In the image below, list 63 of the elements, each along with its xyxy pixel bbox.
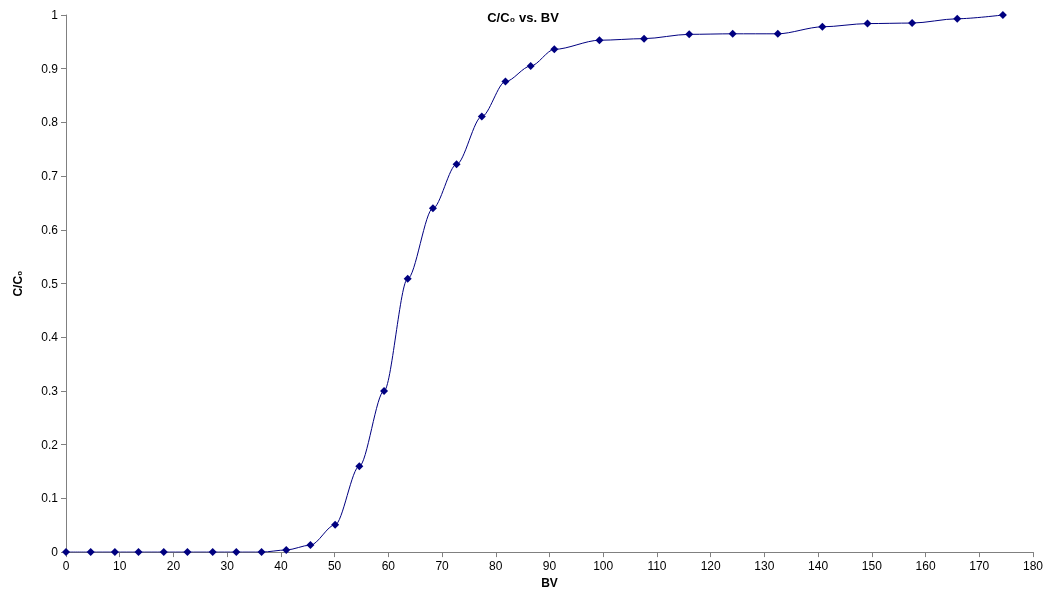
point [685, 30, 694, 39]
point [953, 14, 962, 23]
y-tick-label: 0.5 [41, 276, 59, 291]
y-tick-label: 0.3 [41, 383, 59, 398]
point [110, 548, 119, 557]
x-tick-label: 60 [381, 559, 396, 574]
x-tick-label: 70 [435, 559, 450, 574]
x-tick-label: 90 [542, 559, 557, 574]
y-tick-label: 0.6 [41, 222, 59, 237]
point [452, 160, 461, 169]
x-axis-title: BV [541, 576, 558, 590]
y-tick-label: 0.2 [41, 437, 59, 452]
point [306, 541, 315, 550]
point [403, 274, 412, 283]
point [428, 204, 437, 213]
point [863, 19, 872, 28]
point [526, 62, 535, 71]
point [355, 462, 364, 471]
y-axis-title: C/C₀ [11, 270, 25, 297]
y-tick-label: 1 [51, 8, 59, 22]
x-tick-label: 140 [808, 559, 829, 574]
point [998, 11, 1007, 19]
point [595, 36, 604, 45]
point [773, 29, 782, 38]
x-tick-label: 30 [220, 559, 235, 574]
point [501, 77, 510, 86]
chart-title: C/C₀ vs. BV [487, 10, 560, 25]
point [818, 22, 827, 31]
x-tick-label: 80 [489, 559, 503, 574]
point [159, 548, 168, 557]
point [282, 545, 291, 554]
x-tick-label: 100 [593, 559, 614, 574]
y-tick-label: 0.8 [41, 115, 59, 130]
x-tick-label: 150 [861, 559, 883, 574]
point [86, 548, 95, 557]
x-tick-label: 20 [166, 559, 181, 574]
point [232, 548, 241, 557]
y-tick-label: 0.4 [41, 330, 59, 345]
point [908, 19, 917, 28]
point [208, 548, 217, 557]
point [380, 386, 389, 395]
point [728, 29, 737, 38]
y-tick-label: 0.9 [41, 61, 59, 76]
y-tick-label: 0.1 [41, 491, 59, 506]
x-tick-label: 50 [327, 559, 342, 574]
x-tick-label: 10 [113, 559, 127, 574]
x-tick-label: 180 [1022, 559, 1044, 574]
y-tick-label: 0.7 [41, 169, 59, 184]
point [477, 112, 486, 121]
x-tick-label: 120 [700, 559, 721, 574]
x-tick-label: 0 [62, 559, 70, 574]
x-tick-label: 130 [754, 559, 775, 574]
point [550, 45, 559, 54]
point [331, 520, 340, 529]
x-tick-label: 170 [969, 559, 990, 574]
x-tick-label: 160 [915, 559, 936, 574]
point [640, 34, 649, 43]
point [257, 548, 266, 557]
point [183, 548, 192, 557]
x-tick-label: 40 [274, 559, 288, 574]
x-tick-label: 110 [647, 559, 667, 574]
y-tick-label: 0 [51, 545, 59, 560]
point [134, 548, 143, 557]
